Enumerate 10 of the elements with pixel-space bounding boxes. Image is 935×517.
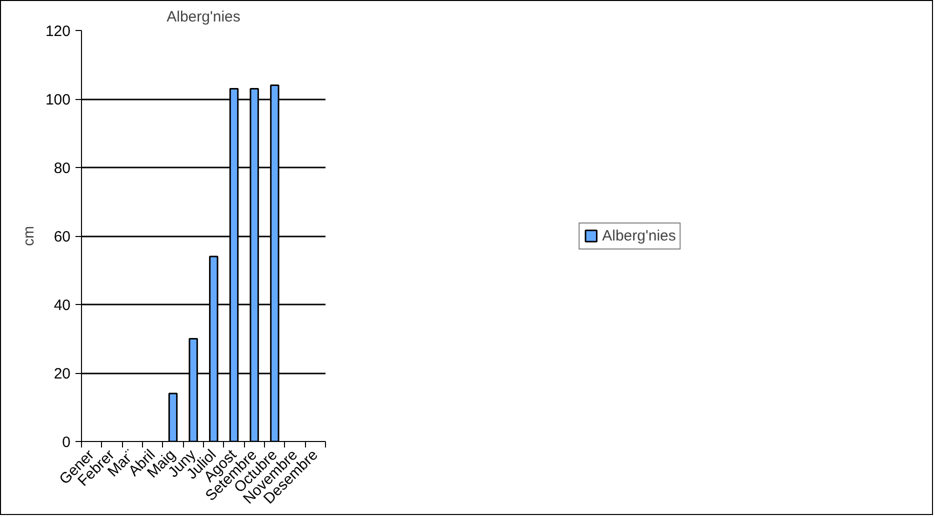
- y-tick-label: 120: [45, 23, 71, 40]
- legend-label: Alberg'nies: [602, 227, 676, 244]
- y-tick-label: 0: [62, 434, 70, 451]
- y-tick-label: 100: [45, 92, 71, 108]
- y-tick-label: 40: [54, 297, 71, 314]
- y-tick-label: 60: [54, 228, 71, 246]
- chart-title: Alberg'nies: [166, 8, 240, 26]
- y-tick-label: 80: [54, 160, 71, 177]
- y-axis-title: cm: [20, 226, 38, 246]
- y-tick-label: 20: [54, 366, 71, 382]
